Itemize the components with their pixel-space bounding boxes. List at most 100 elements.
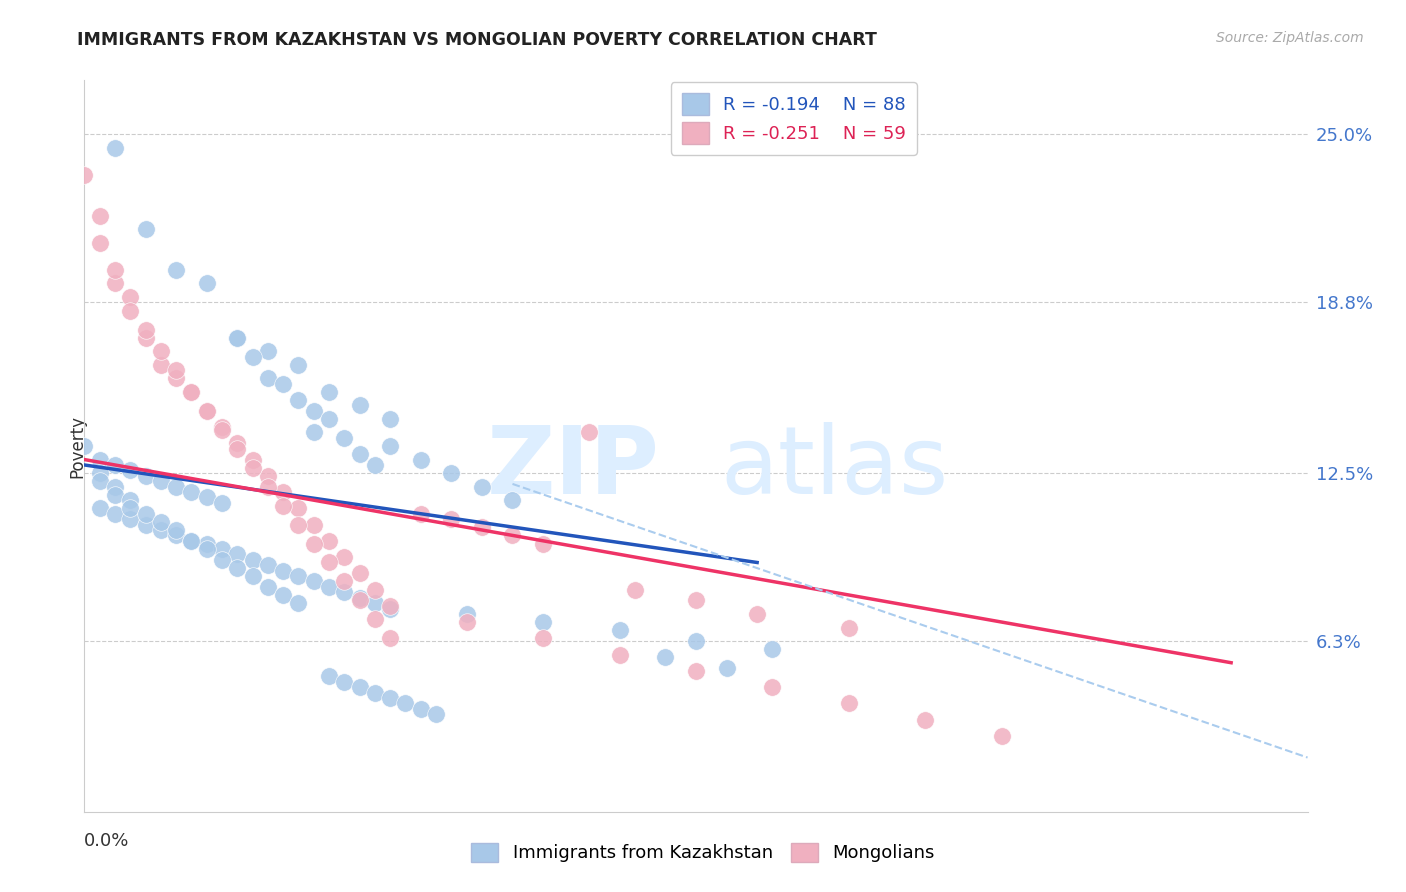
- Point: [287, 596, 309, 610]
- Point: [104, 277, 127, 291]
- Point: [135, 222, 157, 236]
- Point: [349, 593, 371, 607]
- Point: [287, 358, 309, 372]
- Point: [333, 574, 356, 589]
- Point: [120, 290, 142, 304]
- Point: [195, 404, 218, 418]
- Point: [89, 209, 111, 223]
- Text: ZIP: ZIP: [486, 422, 659, 514]
- Point: [440, 466, 463, 480]
- Point: [89, 466, 111, 480]
- Point: [685, 593, 707, 607]
- Legend: Immigrants from Kazakhstan, Mongolians: Immigrants from Kazakhstan, Mongolians: [464, 836, 942, 870]
- Point: [135, 517, 157, 532]
- Point: [195, 541, 218, 556]
- Point: [609, 624, 631, 638]
- Point: [318, 669, 340, 683]
- Point: [502, 493, 524, 508]
- Point: [502, 528, 524, 542]
- Point: [165, 523, 187, 537]
- Point: [716, 661, 738, 675]
- Point: [531, 536, 554, 550]
- Point: [531, 632, 554, 646]
- Point: [685, 664, 707, 678]
- Point: [226, 331, 249, 345]
- Point: [104, 141, 127, 155]
- Point: [195, 404, 218, 418]
- Point: [120, 463, 142, 477]
- Point: [89, 474, 111, 488]
- Point: [318, 412, 340, 426]
- Point: [333, 585, 356, 599]
- Point: [242, 350, 264, 364]
- Point: [685, 634, 707, 648]
- Point: [287, 517, 309, 532]
- Point: [302, 536, 325, 550]
- Point: [838, 620, 860, 634]
- Point: [89, 235, 111, 250]
- Point: [242, 569, 264, 583]
- Point: [226, 442, 249, 456]
- Point: [364, 458, 387, 472]
- Point: [180, 485, 202, 500]
- Point: [838, 697, 860, 711]
- Point: [271, 376, 294, 391]
- Point: [135, 468, 157, 483]
- Point: [578, 425, 600, 440]
- Point: [211, 496, 233, 510]
- Point: [409, 507, 432, 521]
- Point: [333, 674, 356, 689]
- Point: [624, 582, 647, 597]
- Point: [425, 707, 447, 722]
- Text: Source: ZipAtlas.com: Source: ZipAtlas.com: [1216, 31, 1364, 45]
- Point: [364, 596, 387, 610]
- Point: [456, 615, 478, 629]
- Point: [195, 491, 218, 505]
- Point: [333, 431, 356, 445]
- Point: [318, 556, 340, 570]
- Point: [149, 515, 172, 529]
- Point: [165, 528, 187, 542]
- Point: [89, 452, 111, 467]
- Point: [287, 392, 309, 407]
- Point: [165, 363, 187, 377]
- Text: atlas: atlas: [720, 422, 949, 514]
- Point: [271, 564, 294, 578]
- Point: [914, 713, 936, 727]
- Point: [226, 436, 249, 450]
- Point: [149, 358, 172, 372]
- Point: [380, 690, 402, 705]
- Point: [531, 615, 554, 629]
- Point: [104, 480, 127, 494]
- Point: [609, 648, 631, 662]
- Point: [120, 303, 142, 318]
- Text: IMMIGRANTS FROM KAZAKHSTAN VS MONGOLIAN POVERTY CORRELATION CHART: IMMIGRANTS FROM KAZAKHSTAN VS MONGOLIAN …: [77, 31, 877, 49]
- Point: [654, 650, 676, 665]
- Point: [120, 512, 142, 526]
- Point: [318, 533, 340, 548]
- Point: [302, 425, 325, 440]
- Point: [364, 685, 387, 699]
- Point: [242, 460, 264, 475]
- Point: [242, 452, 264, 467]
- Point: [89, 501, 111, 516]
- Point: [302, 404, 325, 418]
- Point: [104, 458, 127, 472]
- Point: [120, 501, 142, 516]
- Point: [165, 371, 187, 385]
- Point: [364, 612, 387, 626]
- Point: [318, 580, 340, 594]
- Point: [287, 569, 309, 583]
- Point: [440, 512, 463, 526]
- Point: [120, 493, 142, 508]
- Point: [364, 582, 387, 597]
- Point: [287, 501, 309, 516]
- Point: [271, 485, 294, 500]
- Point: [380, 599, 402, 613]
- Y-axis label: Poverty: Poverty: [69, 415, 86, 477]
- Point: [135, 331, 157, 345]
- Point: [257, 371, 280, 385]
- Point: [149, 344, 172, 359]
- Point: [165, 263, 187, 277]
- Point: [226, 547, 249, 561]
